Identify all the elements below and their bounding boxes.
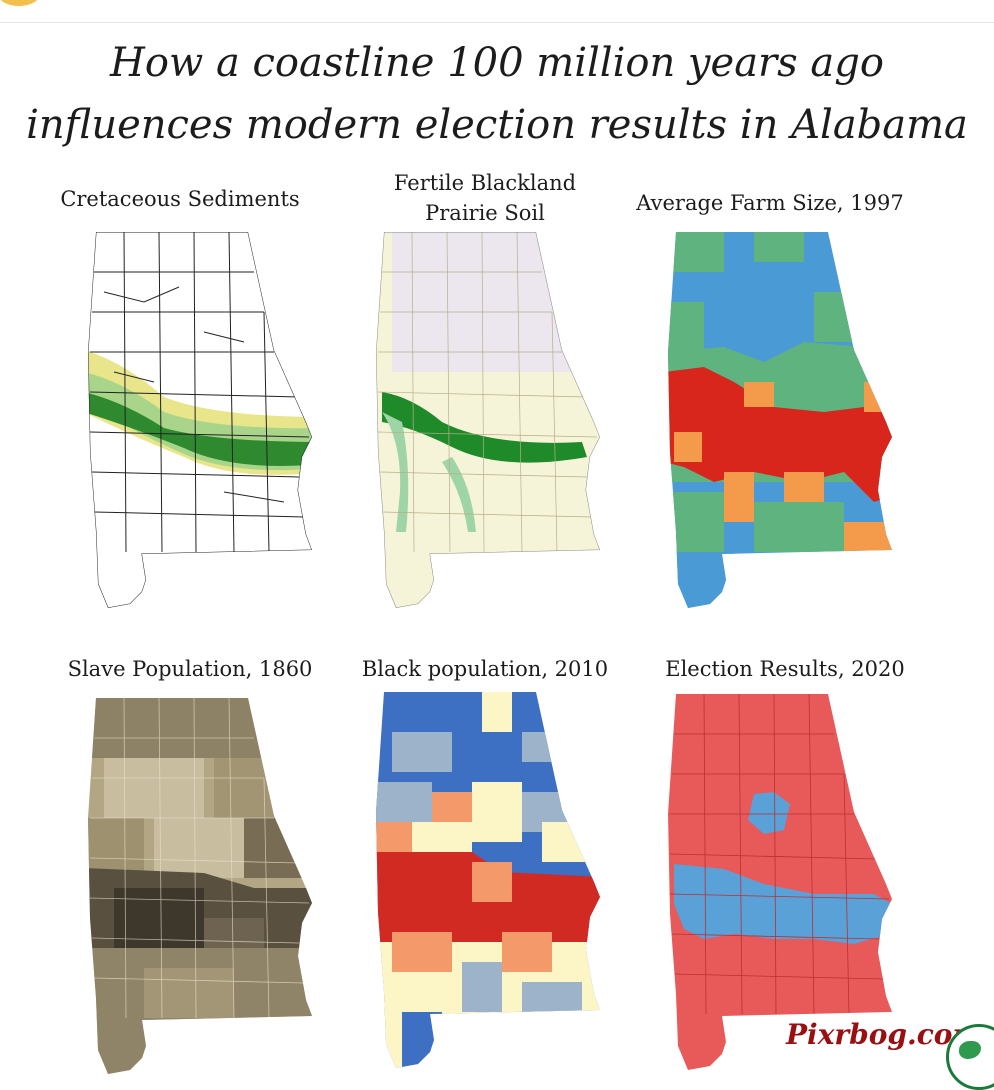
label-black-pop: Black population, 2010 — [361, 657, 609, 681]
label-election: Election Results, 2020 — [665, 657, 905, 681]
label-farm-size: Average Farm Size, 1997 — [636, 191, 904, 215]
map-cretaceous-sediments — [84, 232, 324, 612]
title-line-2: influences modern election results in Al… — [26, 102, 968, 148]
label-slave-pop: Slave Population, 1860 — [67, 657, 313, 681]
map-election-results — [664, 694, 904, 1074]
map-blackland-prairie — [372, 232, 612, 612]
avatar[interactable] — [0, 0, 40, 6]
map-slave-population — [84, 698, 324, 1078]
map-farm-size — [664, 232, 904, 612]
top-bar — [0, 0, 994, 23]
map-black-population — [372, 692, 612, 1072]
label-prairie-line-1: Fertile Blackland — [393, 171, 577, 195]
label-cretaceous: Cretaceous Sediments — [60, 187, 300, 211]
label-prairie-line-2: Prairie Soil — [425, 201, 545, 225]
title-line-1: How a coastline 100 million years ago — [110, 40, 884, 86]
page-title: How a coastline 100 million years ago in… — [0, 32, 994, 156]
label-prairie: Fertile Blackland Prairie Soil — [340, 168, 630, 228]
